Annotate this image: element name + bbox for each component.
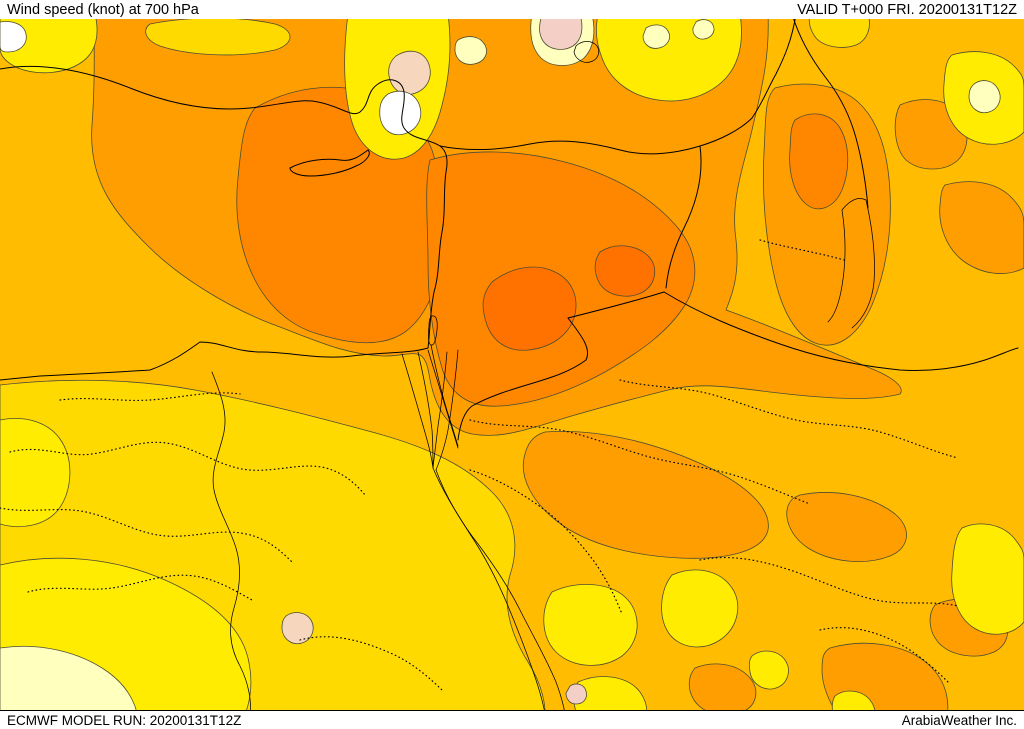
wind-contour <box>661 569 739 648</box>
dotted-boundary <box>619 379 959 459</box>
red-sea-east-coast <box>435 469 568 729</box>
wind-contour <box>951 523 1024 635</box>
jordan-iraq-border <box>567 291 665 319</box>
wind-contour <box>388 50 431 95</box>
wind-contour <box>454 36 487 65</box>
dotted-boundary-layer <box>0 239 959 693</box>
dotted-boundary <box>299 636 445 693</box>
dotted-boundary <box>0 507 293 563</box>
wind-contour <box>565 683 587 705</box>
wind-contour <box>939 181 1024 274</box>
wind-contour <box>539 13 583 50</box>
mediterranean-coastline <box>0 65 448 381</box>
gulf-of-aqaba-coast <box>432 349 459 471</box>
turkey-syria-border <box>439 13 797 155</box>
dotted-boundary <box>469 469 623 615</box>
wind-contour <box>786 492 907 562</box>
wind-contour <box>642 24 670 49</box>
wind-contour <box>0 418 71 527</box>
attribution-label: ArabiaWeather Inc. <box>901 712 1017 728</box>
wind-contour <box>594 245 656 297</box>
wind-contour <box>968 80 1001 114</box>
wind-contour <box>543 584 638 666</box>
wind-contour <box>789 113 849 210</box>
jordan-rift-border <box>430 344 459 447</box>
jordan-saudi-border <box>457 317 588 441</box>
valid-time-label: VALID T+000 FRI. 20200131T12Z <box>797 1 1017 18</box>
wind-contour <box>281 612 314 645</box>
model-run-label: ECMWF MODEL RUN: 20200131T12Z <box>7 712 242 728</box>
cyprus-outline <box>289 149 370 177</box>
header-bar: Wind speed (knot) at 700 hPa VALID T+000… <box>0 0 1024 19</box>
dotted-boundary <box>469 419 811 505</box>
wind-contour <box>0 21 27 53</box>
dotted-boundary <box>9 441 367 497</box>
wind-contour <box>379 90 422 136</box>
dotted-boundary <box>59 392 241 401</box>
iraq-iran-border <box>791 13 869 209</box>
dotted-boundary <box>699 557 959 607</box>
wind-contour <box>749 650 789 690</box>
syria-iraq-border <box>665 145 702 289</box>
coastline-border-layer <box>0 13 1019 729</box>
footer-bar: ECMWF MODEL RUN: 20200131T12Z ArabiaWeat… <box>0 710 1024 729</box>
wind-contour <box>522 431 769 559</box>
iraq-saudi-border <box>663 291 1019 371</box>
map-title: Wind speed (knot) at 700 hPa <box>7 1 199 18</box>
wind-contour <box>0 13 98 74</box>
persian-gulf-coast <box>827 198 875 329</box>
wind-contour <box>808 13 870 48</box>
dotted-boundary <box>759 239 845 261</box>
dotted-boundary <box>819 627 951 685</box>
wind-contour <box>692 19 715 40</box>
egypt-israel-border <box>427 349 459 449</box>
lake-outline <box>573 41 600 63</box>
gulf-of-suez-coast <box>401 351 434 469</box>
wind-contour <box>482 266 577 351</box>
